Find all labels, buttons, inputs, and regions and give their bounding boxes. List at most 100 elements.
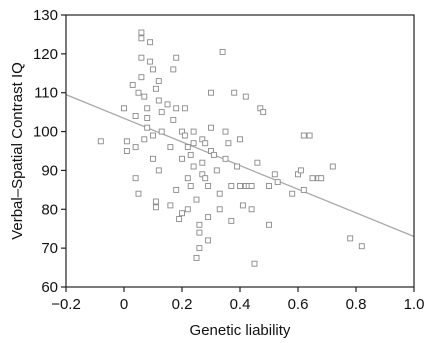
data-point xyxy=(176,216,183,222)
data-point xyxy=(132,175,139,182)
data-point xyxy=(187,151,194,158)
data-point xyxy=(179,155,185,162)
data-point xyxy=(132,113,139,119)
y-tick-label: 60 xyxy=(41,279,58,296)
data-point xyxy=(239,202,246,209)
y-tick-label: 80 xyxy=(41,201,58,218)
data-point xyxy=(167,202,174,209)
data-point xyxy=(210,151,217,158)
data-point xyxy=(208,89,214,96)
data-point xyxy=(167,144,174,151)
data-point xyxy=(190,140,197,147)
data-point xyxy=(164,101,171,108)
data-point xyxy=(254,159,261,166)
data-point xyxy=(228,183,235,189)
data-point xyxy=(222,128,229,135)
x-tick-label: 0.6 xyxy=(288,296,309,313)
data-point xyxy=(248,183,255,189)
y-tick-label: 100 xyxy=(33,124,58,141)
data-point xyxy=(228,217,235,224)
data-point xyxy=(231,89,238,96)
data-point xyxy=(309,175,316,182)
x-axis-title: Genetic liability xyxy=(190,322,291,339)
data-point xyxy=(152,85,159,92)
data-point xyxy=(173,54,180,61)
data-point xyxy=(187,183,194,189)
plot-area xyxy=(65,29,415,267)
y-tick-label: 110 xyxy=(34,85,58,102)
y-tick-label: 120 xyxy=(33,46,58,63)
data-point xyxy=(199,159,206,166)
data-point xyxy=(271,171,278,178)
data-point xyxy=(208,124,214,131)
data-point xyxy=(260,109,267,116)
x-tick-label: 0 xyxy=(120,296,128,313)
data-point xyxy=(150,155,156,162)
data-point xyxy=(123,148,130,154)
data-point xyxy=(358,243,365,250)
data-point xyxy=(138,54,145,61)
data-point xyxy=(196,229,203,236)
data-point xyxy=(202,140,209,147)
x-tick-label: −0.2 xyxy=(51,296,81,313)
data-point xyxy=(152,198,159,205)
data-point xyxy=(196,221,203,228)
data-point xyxy=(144,124,151,131)
data-point xyxy=(297,167,304,174)
y-axis-title: Verbal–Spatial Contrast IQ xyxy=(9,62,26,240)
x-tick-label: 0.4 xyxy=(230,296,251,313)
data-point xyxy=(266,221,272,228)
data-point xyxy=(135,190,142,197)
data-point xyxy=(213,167,220,174)
data-point xyxy=(248,206,255,213)
data-point xyxy=(135,89,142,96)
data-point xyxy=(132,144,139,151)
data-point xyxy=(155,167,162,174)
data-point xyxy=(97,138,104,145)
data-point xyxy=(150,66,156,73)
data-point xyxy=(181,105,188,112)
data-point xyxy=(216,190,223,197)
data-point xyxy=(225,140,232,147)
x-axis: −0.2 0 0.2 0.4 0.6 0.8 1.0 xyxy=(51,287,424,313)
data-point xyxy=(193,196,200,203)
data-point xyxy=(181,132,188,139)
data-point xyxy=(152,204,159,211)
data-point xyxy=(251,260,258,267)
data-point xyxy=(306,132,313,139)
x-tick-label: 0.8 xyxy=(346,296,367,313)
data-point xyxy=(147,58,154,65)
data-point xyxy=(184,175,191,182)
data-point xyxy=(138,74,145,81)
data-point xyxy=(216,206,223,213)
data-point xyxy=(158,109,165,116)
data-point xyxy=(300,186,307,193)
y-tick-label: 130 xyxy=(33,7,58,24)
data-point xyxy=(129,81,136,88)
data-point xyxy=(121,105,127,112)
data-point xyxy=(184,206,191,213)
data-point xyxy=(205,214,212,221)
data-point xyxy=(123,138,130,145)
data-point xyxy=(190,163,197,170)
data-point xyxy=(234,163,241,170)
data-point xyxy=(138,29,145,36)
x-tick-label: 0.2 xyxy=(172,296,193,313)
data-point xyxy=(205,183,212,189)
data-point xyxy=(202,175,209,182)
data-point xyxy=(170,66,177,73)
data-point xyxy=(173,186,180,193)
data-point xyxy=(155,78,162,85)
data-point xyxy=(141,136,148,143)
data-point xyxy=(196,245,203,252)
y-tick-label: 90 xyxy=(41,162,58,179)
data-point xyxy=(147,39,154,46)
data-point xyxy=(266,183,272,189)
data-point xyxy=(242,93,249,100)
y-axis: 60 70 80 90 100 110 120 130 xyxy=(33,7,66,296)
data-point xyxy=(347,235,354,242)
data-point xyxy=(289,190,296,197)
data-point xyxy=(222,155,229,162)
x-tick-label: 1.0 xyxy=(404,296,425,313)
data-point xyxy=(155,97,162,104)
